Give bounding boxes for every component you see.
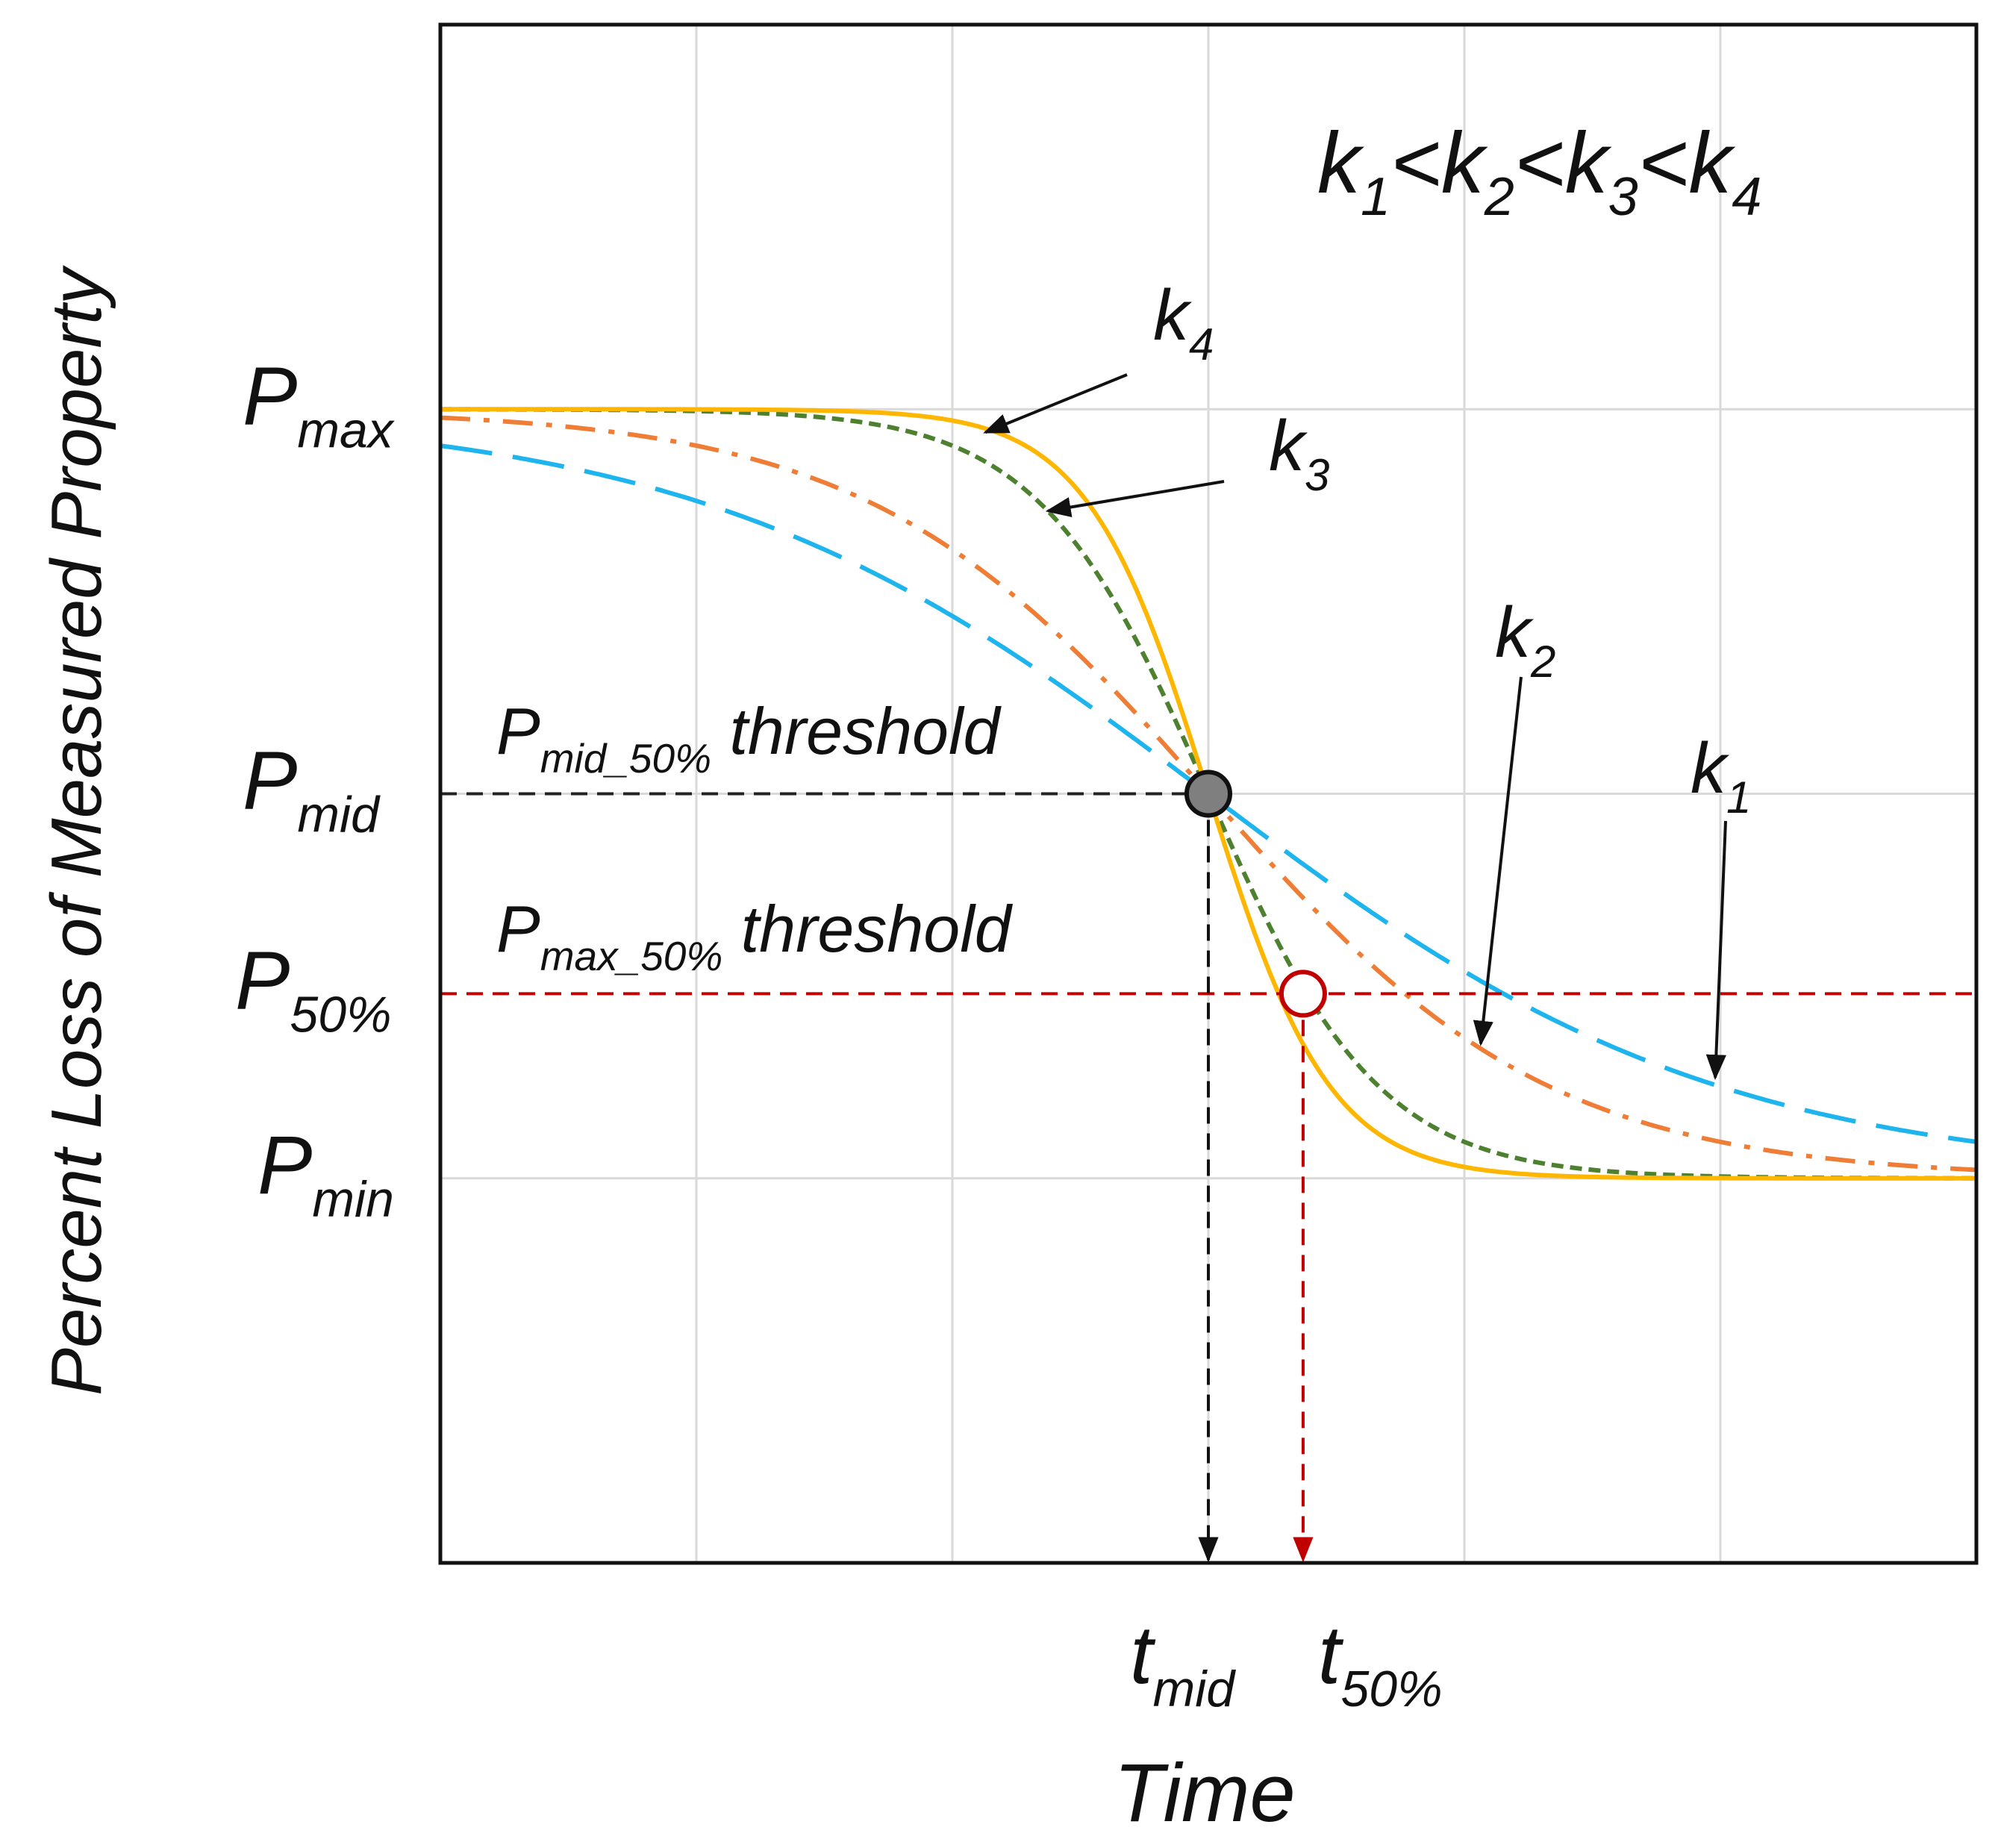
annotation-term-2-sub: 3 — [1608, 167, 1638, 227]
y-axis-title: Percent Loss of Measured Property — [37, 265, 116, 1396]
threshold-mid-label-base: P — [496, 694, 540, 768]
ylevel-pmin-sub: min — [312, 1171, 394, 1228]
curve-arrow-k2 — [1473, 676, 1523, 1046]
threshold-mid-label-sub: mid_50% — [540, 735, 711, 781]
xlevel-t50-sub: 50% — [1340, 1661, 1442, 1717]
ylevel-pmid-base: P — [243, 735, 297, 827]
annotation-operator-2: < — [1514, 114, 1565, 211]
threshold-max-label: Pmax_50% threshold — [496, 892, 1014, 979]
threshold-mid-label: Pmid_50% threshold — [496, 694, 1002, 781]
curve-arrow-k4 — [983, 373, 1128, 434]
threshold-mid-label-text: threshold — [711, 694, 1002, 768]
ylevel-pmax-base: P — [243, 350, 297, 442]
curve-label-k4-sub: 4 — [1189, 319, 1214, 369]
threshold-max-label-text: threshold — [722, 892, 1014, 966]
annotation-term-0-sub: 1 — [1361, 167, 1390, 227]
ylevel-pmax: Pmax — [243, 350, 395, 458]
xlevel-tmid-base: t — [1130, 1609, 1156, 1701]
annotation-term-1-sub: 2 — [1484, 167, 1514, 227]
xlevel-tmid: tmid — [1130, 1609, 1236, 1717]
annotation-term-3-sub: 4 — [1732, 167, 1761, 227]
ylevel-p50-sub: 50% — [290, 986, 391, 1043]
curve-label-k1-base: k — [1691, 728, 1730, 808]
curve-label-k3-sub: 3 — [1305, 450, 1329, 500]
curve-arrow-k1 — [1705, 820, 1727, 1081]
xlevel-t50: t50% — [1318, 1609, 1443, 1717]
annotation-term-3-base: k — [1688, 114, 1735, 211]
curve-label-k4: k4 — [1153, 275, 1214, 369]
annotation-operator-3: < — [1638, 114, 1689, 211]
threshold-max-label-sub: max_50% — [540, 933, 723, 979]
ylevel-pmin: Pmin — [257, 1120, 394, 1228]
curve-label-k1-sub: 1 — [1726, 772, 1751, 822]
ylevel-pmin-base: P — [257, 1120, 312, 1211]
ylevel-p50-base: P — [235, 934, 290, 1026]
curve-label-k3: k3 — [1269, 406, 1329, 500]
marker-p50-point — [1279, 970, 1327, 1018]
plot-frame — [438, 22, 1979, 1565]
ylevel-pmax-sub: max — [297, 402, 394, 458]
annotation-operator-1: < — [1390, 114, 1441, 211]
curve-label-k2: k2 — [1495, 593, 1555, 687]
xlevel-tmid-sub: mid — [1153, 1661, 1237, 1717]
annotation-term-2-base: k — [1565, 114, 1612, 211]
curve-arrow-k3 — [1045, 480, 1225, 517]
curve-label-k1: k1 — [1691, 728, 1751, 822]
threshold-max-label-base: P — [496, 892, 540, 966]
curve-label-k2-sub: 2 — [1530, 637, 1555, 687]
ylevel-p50: P50% — [235, 934, 391, 1043]
curve-label-k2-base: k — [1495, 593, 1535, 672]
xlevel-t50-base: t — [1318, 1609, 1344, 1701]
curve-label-k3-base: k — [1269, 406, 1308, 486]
curve-label-k4-base: k — [1153, 275, 1193, 355]
annotation-ordering: k1<k2<k3<k4 — [1317, 114, 1761, 227]
marker-mid-point — [1184, 770, 1232, 818]
annotation-term-0-base: k — [1317, 114, 1364, 211]
x-axis-title: Time — [1114, 1747, 1295, 1839]
ylevel-pmid-sub: mid — [297, 787, 381, 843]
annotation-term-1-base: k — [1441, 114, 1488, 211]
ylevel-pmid: Pmid — [243, 735, 381, 843]
